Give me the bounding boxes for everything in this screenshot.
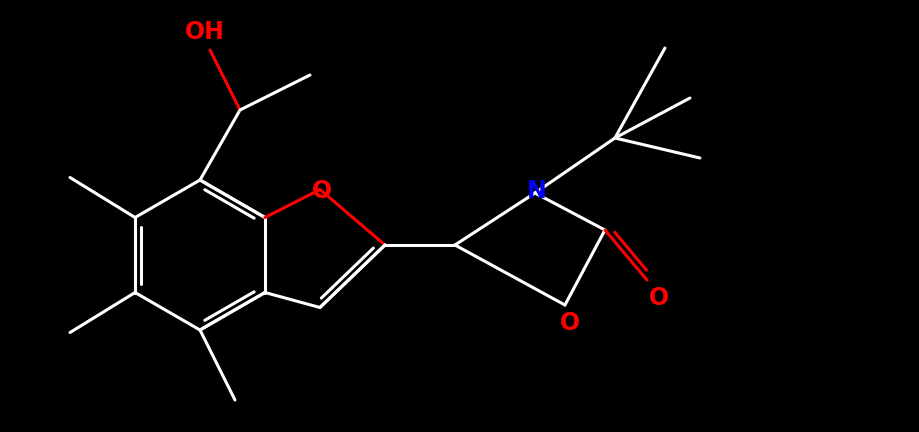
Text: O: O [312, 180, 332, 203]
Text: O: O [560, 311, 579, 335]
Text: O: O [648, 286, 668, 310]
Text: OH: OH [185, 20, 224, 44]
Text: N: N [527, 179, 546, 203]
